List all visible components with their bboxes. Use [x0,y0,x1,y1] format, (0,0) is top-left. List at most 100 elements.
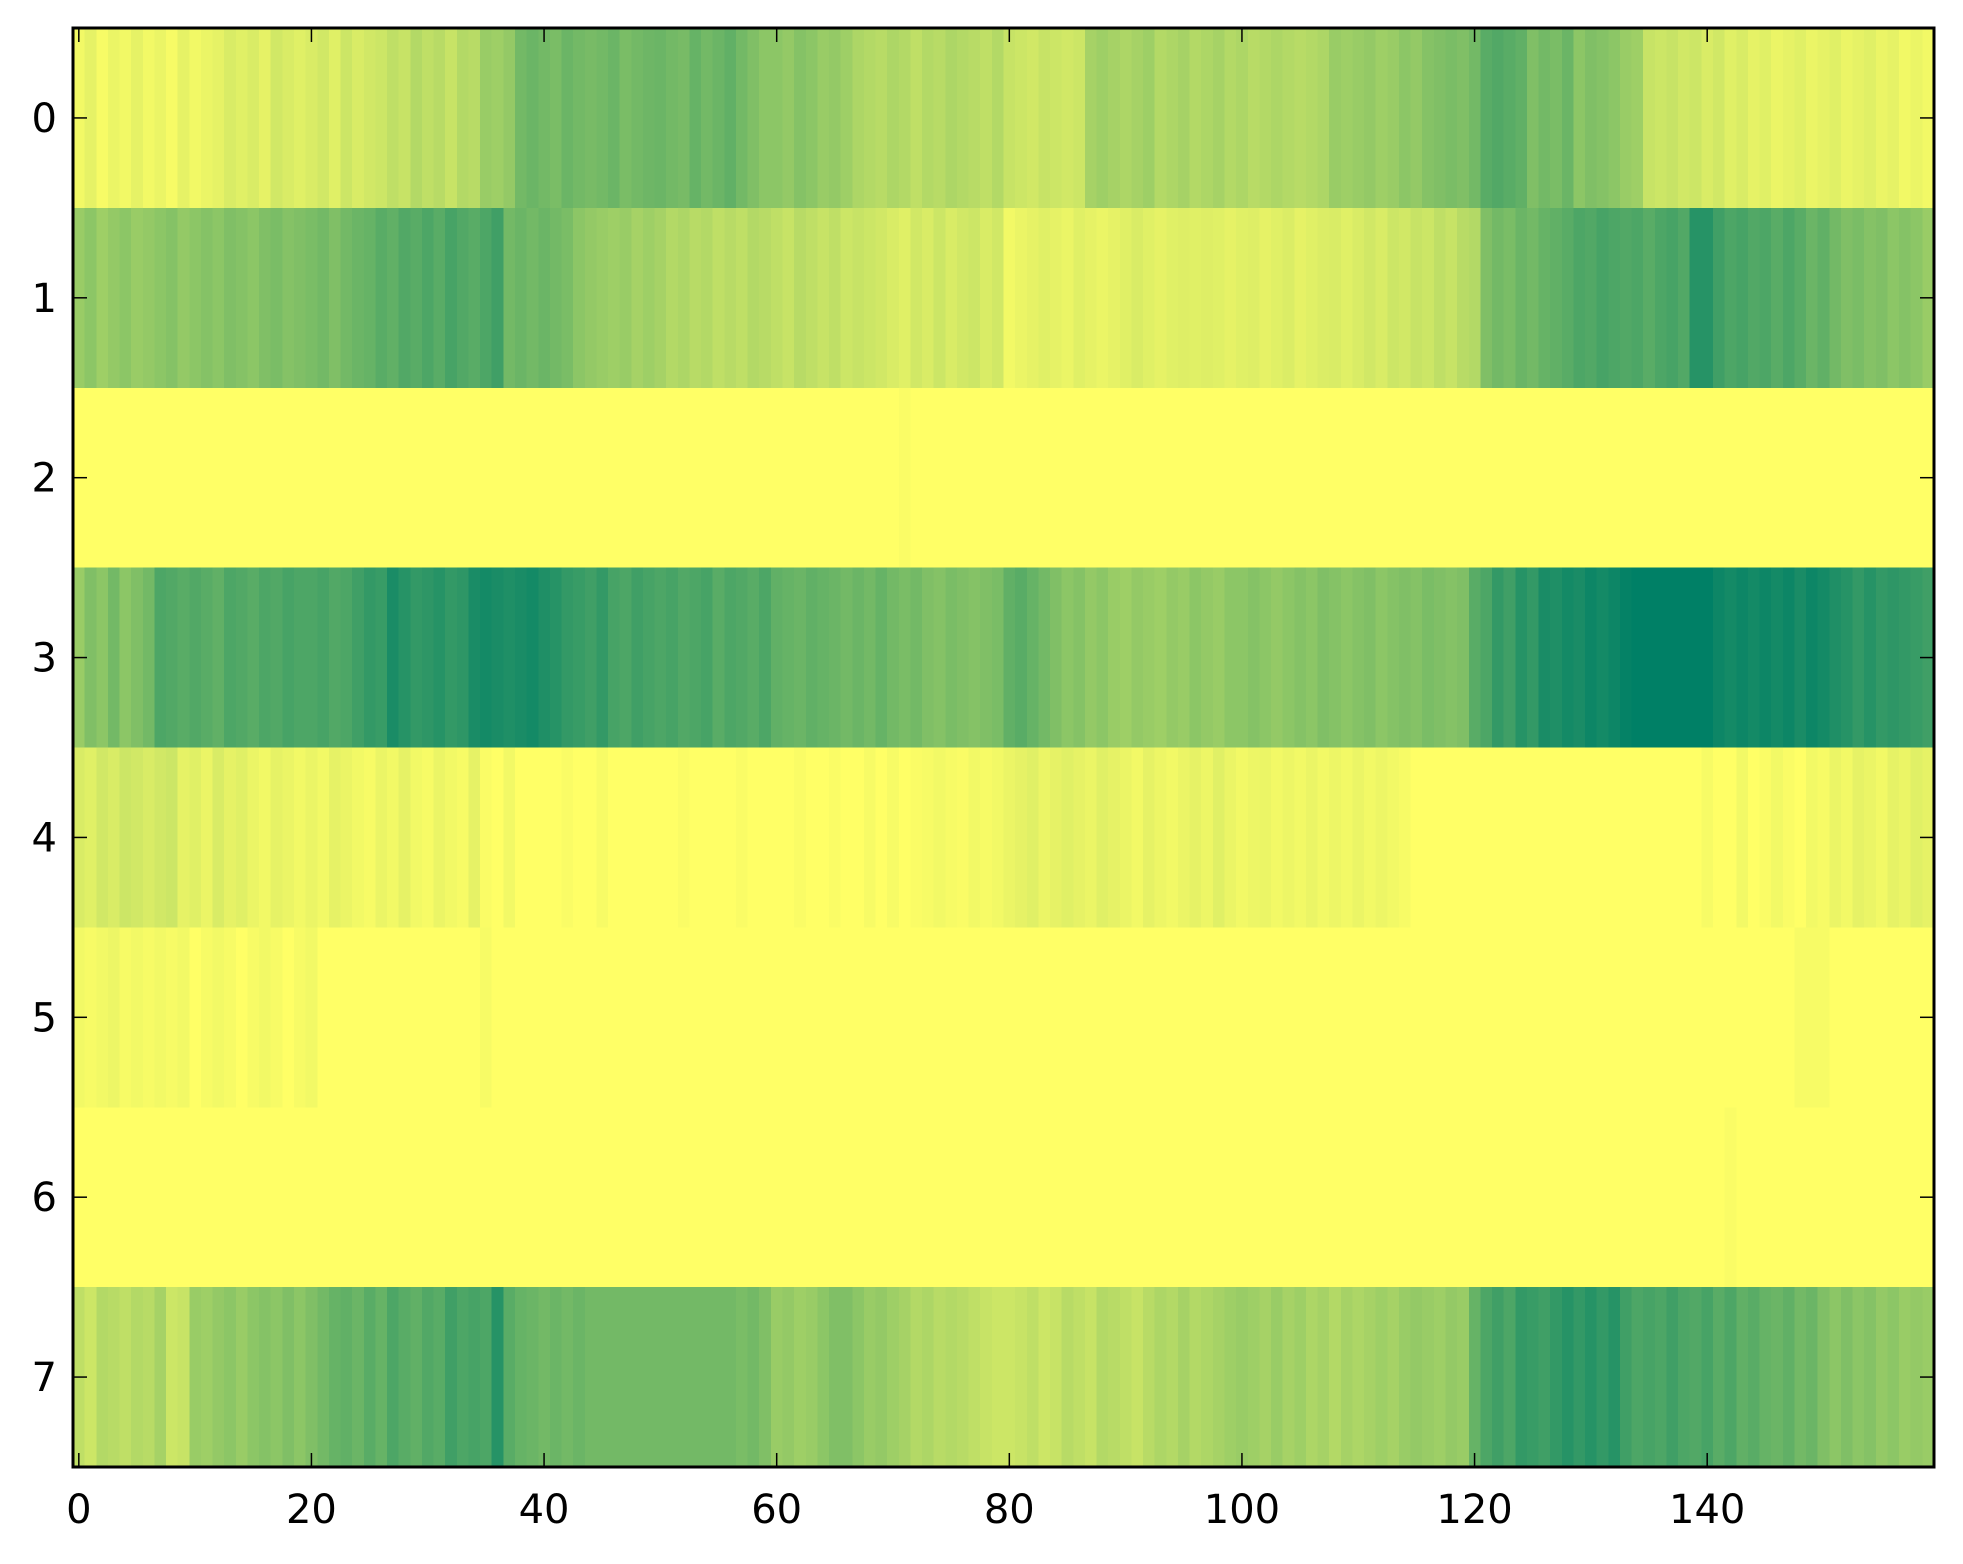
heatmap-cell [875,1287,888,1468]
heatmap-cell [1119,747,1133,928]
heatmap-cell [910,747,923,928]
heatmap-cell [526,387,539,569]
heatmap-cell [468,207,481,389]
heatmap-cell [282,207,295,389]
heatmap-cell [910,207,923,389]
heatmap-cell [1271,747,1284,928]
heatmap-cell [1608,28,1621,209]
heatmap-cell [445,927,458,1108]
heatmap-cell [608,927,621,1108]
heatmap-cell [538,1107,551,1288]
heatmap-cell [340,1287,353,1468]
heatmap-cell [84,207,97,389]
heatmap-cell [619,927,632,1108]
heatmap-cell [526,927,539,1108]
heatmap-cell [596,747,609,928]
heatmap-cell [1515,567,1528,749]
heatmap-cell [1108,28,1121,209]
heatmap-cell [863,927,877,1108]
heatmap-cell [1154,567,1167,749]
heatmap-cell [1794,1107,1807,1288]
heatmap-cell [480,927,493,1108]
heatmap-cell [1526,28,1540,209]
heatmap-cell [712,207,725,389]
heatmap-cell [770,387,784,569]
heatmap-cell [1817,28,1830,209]
heatmap-cell [1236,1107,1249,1288]
heatmap-cell [503,747,516,928]
heatmap-cell [898,567,912,749]
heatmap-cell [863,1107,877,1288]
heatmap-cell [1305,207,1319,389]
heatmap-cell [1084,28,1098,209]
heatmap-cell [584,1107,598,1288]
heatmap-cell [1759,28,1772,209]
heatmap-cell [1061,747,1074,928]
heatmap-cell [1212,1287,1226,1468]
heatmap-cell [666,927,679,1108]
heatmap-cell [782,387,795,569]
heatmap-cell [468,387,481,569]
heatmap-cell [631,747,644,928]
heatmap-cell [1073,28,1086,209]
heatmap-cell [1689,1107,1702,1288]
heatmap-cell [1585,927,1598,1108]
heatmap-cell [1771,28,1784,209]
heatmap-cell [1177,747,1191,928]
heatmap-cell [1433,747,1447,928]
heatmap-cell [1713,207,1726,389]
heatmap-cell [1003,567,1016,749]
heatmap-cell [491,567,504,749]
y-tick-labels: 0 1 2 3 4 5 6 7 [32,96,57,1401]
heatmap-cell [840,927,853,1108]
heatmap-cell [259,387,272,569]
heatmap-cell [1887,747,1900,928]
heatmap-cell [1038,1107,1051,1288]
heatmap-cell [514,747,528,928]
heatmap-cell [84,387,97,569]
heatmap-cell [549,1107,563,1288]
heatmap-cell [1515,747,1528,928]
heatmap-cell [1352,387,1365,569]
heatmap-cell [433,1107,446,1288]
heatmap-cell [933,927,946,1108]
heatmap-cell [1352,1107,1365,1288]
heatmap-cell [1050,1107,1063,1288]
heatmap-cell [759,567,772,749]
heatmap-cell [991,747,1005,928]
heatmap-cell [398,1107,411,1288]
heatmap-cell [933,387,946,569]
heatmap-cell [293,387,307,569]
heatmap-cell [1608,207,1621,389]
heatmap-cell [1678,567,1691,749]
heatmap-cell [608,28,621,209]
heatmap-cell [666,567,679,749]
heatmap-cell [1317,1287,1330,1468]
heatmap-cell [282,1107,295,1288]
heatmap-cell [642,927,656,1108]
heatmap-cell [829,207,842,389]
heatmap-cell [317,1287,330,1468]
heatmap-cell [817,207,830,389]
heatmap-cell [1526,207,1540,389]
heatmap-cell [1503,207,1516,389]
x-tick-labels: 0 20 40 60 80 100 120 140 [66,1487,1745,1533]
heatmap-cell [1596,1107,1609,1288]
heatmap-cell [1201,567,1214,749]
heatmap-cell [689,1287,702,1468]
heatmap-cell [526,207,539,389]
heatmap-cell [1526,1287,1540,1468]
heatmap-cell [224,1287,237,1468]
heatmap-cell [1073,1107,1086,1288]
heatmap-cell [1317,567,1330,749]
heatmap-cell [1829,1287,1842,1468]
heatmap-cell [689,207,702,389]
heatmap-cell [503,28,516,209]
heatmap-cell [1573,1287,1586,1468]
heatmap-cell [1701,207,1714,389]
heatmap-cell [852,927,865,1108]
heatmap-cell [1364,1107,1377,1288]
heatmap-cell [561,207,574,389]
heatmap-cell [1480,207,1493,389]
heatmap-cell [1492,1107,1505,1288]
